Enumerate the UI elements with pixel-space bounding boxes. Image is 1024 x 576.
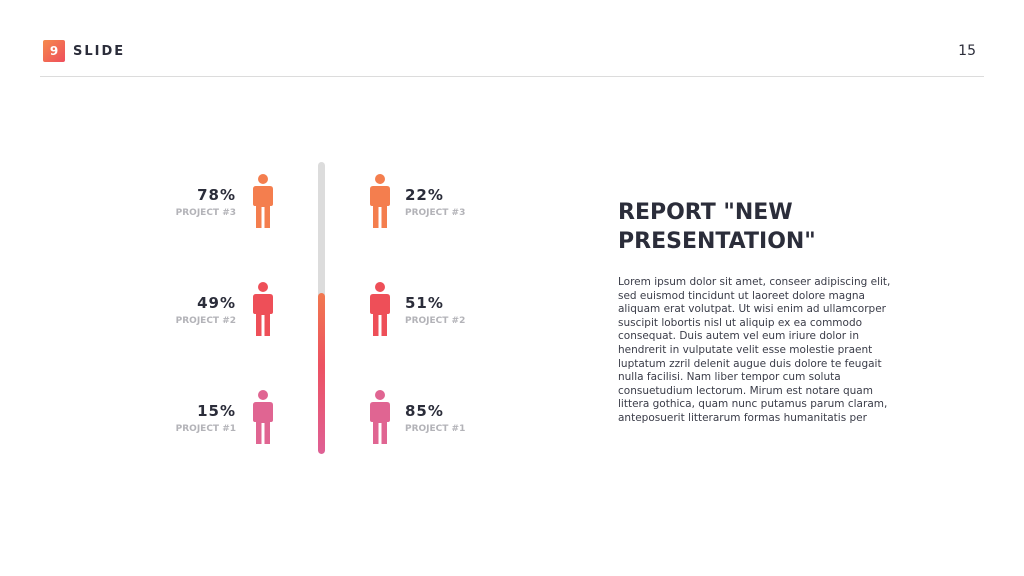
slide-label: SLIDE bbox=[73, 44, 126, 59]
person-icon bbox=[370, 390, 390, 444]
project-label: PROJECT #2 bbox=[175, 316, 236, 326]
right-stat-project-1: 85% PROJECT #1 bbox=[405, 402, 495, 436]
page-number: 15 bbox=[958, 43, 976, 59]
percent-value: 49% bbox=[197, 294, 236, 312]
person-icon bbox=[370, 174, 390, 228]
progress-track bbox=[318, 162, 325, 454]
project-label: PROJECT #2 bbox=[405, 316, 466, 326]
percent-value: 51% bbox=[405, 294, 444, 312]
project-label: PROJECT #1 bbox=[175, 424, 236, 434]
person-icon bbox=[370, 282, 390, 336]
right-stat-project-2: 51% PROJECT #2 bbox=[405, 294, 495, 328]
percent-value: 22% bbox=[405, 186, 444, 204]
project-label: PROJECT #1 bbox=[405, 424, 466, 434]
report-body-text: Lorem ipsum dolor sit amet, conseer adip… bbox=[618, 276, 891, 424]
person-icon bbox=[253, 390, 273, 444]
right-stat-project-3: 22% PROJECT #3 bbox=[405, 186, 495, 220]
project-label: PROJECT #3 bbox=[175, 208, 236, 218]
left-stat-project-1: 15% PROJECT #1 bbox=[146, 402, 236, 436]
person-icon bbox=[253, 282, 273, 336]
left-stat-project-3: 78% PROJECT #3 bbox=[146, 186, 236, 220]
progress-fill bbox=[318, 293, 325, 454]
person-icon bbox=[253, 174, 273, 228]
percent-value: 15% bbox=[197, 402, 236, 420]
project-label: PROJECT #3 bbox=[405, 208, 466, 218]
percent-value: 85% bbox=[405, 402, 444, 420]
left-stat-project-2: 49% PROJECT #2 bbox=[146, 294, 236, 328]
slide-number-badge: 9 bbox=[43, 40, 65, 62]
report-title: REPORT "NEW PRESENTATION" bbox=[618, 200, 816, 254]
percent-value: 78% bbox=[197, 186, 236, 204]
header-divider bbox=[40, 76, 984, 77]
